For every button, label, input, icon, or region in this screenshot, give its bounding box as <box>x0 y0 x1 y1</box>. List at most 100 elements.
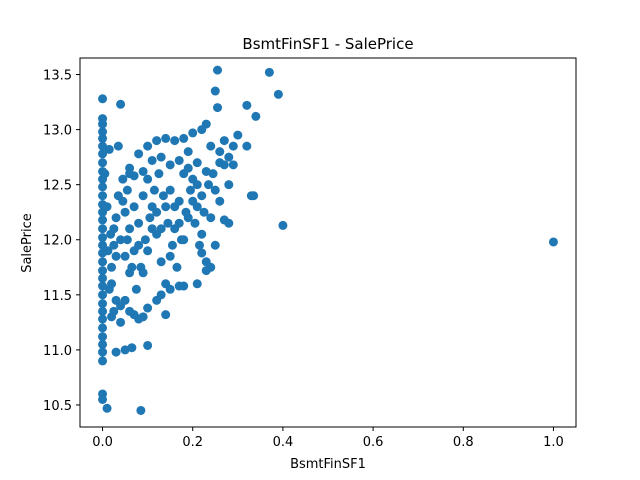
scatter-point <box>102 202 112 212</box>
scatter-point <box>183 163 193 173</box>
scatter-point <box>219 160 229 170</box>
x-axis-ticks: 0.0 0.2 0.4 0.6 0.8 1.0 <box>92 427 564 450</box>
scatter-point <box>161 310 171 320</box>
scatter-point <box>163 218 173 228</box>
scatter-point <box>98 191 108 201</box>
scatter-point <box>107 262 117 272</box>
scatter-point <box>98 182 108 192</box>
scatter-point <box>98 266 108 276</box>
y-axis-ticks: 10.5 11.0 11.5 12.0 12.5 13.0 13.5 <box>43 69 80 414</box>
scatter-point <box>152 136 162 146</box>
scatter-point <box>201 266 211 276</box>
scatter-point <box>194 240 204 250</box>
x-tick-label: 0.4 <box>273 435 294 450</box>
scatter-point <box>98 332 108 342</box>
scatter-point <box>174 155 184 165</box>
scatter-point <box>98 290 108 300</box>
scatter-point <box>152 295 162 305</box>
scatter-point <box>170 136 180 146</box>
scatter-point <box>188 128 198 138</box>
scatter-point <box>98 149 108 159</box>
scatter-point <box>107 312 117 322</box>
scatter-point <box>134 218 144 228</box>
scatter-point <box>158 191 168 201</box>
scatter-point <box>98 119 108 129</box>
scatter-point <box>156 224 166 234</box>
scatter-point <box>134 240 144 250</box>
scatter-point <box>147 155 157 165</box>
scatter-point <box>98 240 108 250</box>
axes-frame <box>79 57 577 428</box>
scatter-point <box>98 94 108 104</box>
scatter-point <box>131 284 141 294</box>
scatter-point <box>111 347 121 357</box>
scatter-point <box>127 343 137 353</box>
scatter-point <box>174 281 184 291</box>
scatter-point <box>165 185 175 195</box>
scatter-point <box>120 345 130 355</box>
scatter-point <box>172 262 182 272</box>
scatter-point <box>138 191 148 201</box>
scatter-point <box>122 235 132 245</box>
x-tick-label: 0.0 <box>92 435 113 450</box>
x-axis-label: BsmtFinSF1 <box>290 457 366 472</box>
scatter-point <box>120 251 130 261</box>
y-axis-label: SalePrice <box>20 213 35 273</box>
scatter-point <box>154 169 164 179</box>
y-tick-label: 12.0 <box>43 234 72 249</box>
scatter-point <box>183 147 193 157</box>
x-tick-label: 1.0 <box>543 435 564 450</box>
scatter-point <box>138 166 148 176</box>
scatter-point <box>98 306 108 316</box>
scatter-point <box>116 99 126 109</box>
scatter-point <box>125 163 135 173</box>
scatter-point <box>122 185 132 195</box>
scatter-point <box>156 152 166 162</box>
x-tick-label: 0.8 <box>453 435 474 450</box>
scatter-point <box>165 284 175 294</box>
y-tick-label: 12.5 <box>43 179 72 194</box>
chart-title: BsmtFinSF1 - SalePrice <box>242 35 413 53</box>
scatter-point <box>233 130 243 140</box>
scatter-point <box>179 133 189 143</box>
scatter-point <box>98 394 108 404</box>
y-tick-label: 11.0 <box>43 344 72 359</box>
scatter-point <box>197 248 207 258</box>
scatter-point <box>98 347 108 357</box>
scatter-point <box>136 405 146 415</box>
scatter-point <box>206 213 216 223</box>
scatter-point <box>98 273 108 283</box>
scatter-point <box>165 160 175 170</box>
scatter-point <box>228 160 238 170</box>
scatter-point <box>143 141 153 151</box>
scatter-point <box>104 284 114 294</box>
scatter-point <box>242 141 252 151</box>
x-tick-label: 0.2 <box>182 435 203 450</box>
scatter-point <box>215 147 225 157</box>
scatter-point <box>109 224 119 234</box>
scatter-point <box>103 246 113 256</box>
scatter-point <box>183 213 193 223</box>
scatter-point <box>143 303 153 313</box>
scatter-point <box>197 229 207 239</box>
scatter-point <box>197 191 207 201</box>
scatter-point <box>161 202 171 212</box>
scatter-point <box>213 103 223 113</box>
scatter-point <box>548 237 558 247</box>
scatter-point <box>170 202 180 212</box>
scatter-point <box>192 180 202 190</box>
y-tick-label: 11.5 <box>43 289 72 304</box>
scatter-point <box>129 202 139 212</box>
scatter-point <box>224 152 234 162</box>
scatter-point <box>190 218 200 228</box>
scatter-point <box>185 185 195 195</box>
x-tick-label: 0.6 <box>363 435 384 450</box>
scatter-point <box>149 185 159 195</box>
scatter-point <box>206 141 216 151</box>
scatter-point <box>104 144 114 154</box>
scatter-point <box>98 314 108 324</box>
scatter-point <box>134 149 144 159</box>
scatter-point <box>192 158 202 168</box>
